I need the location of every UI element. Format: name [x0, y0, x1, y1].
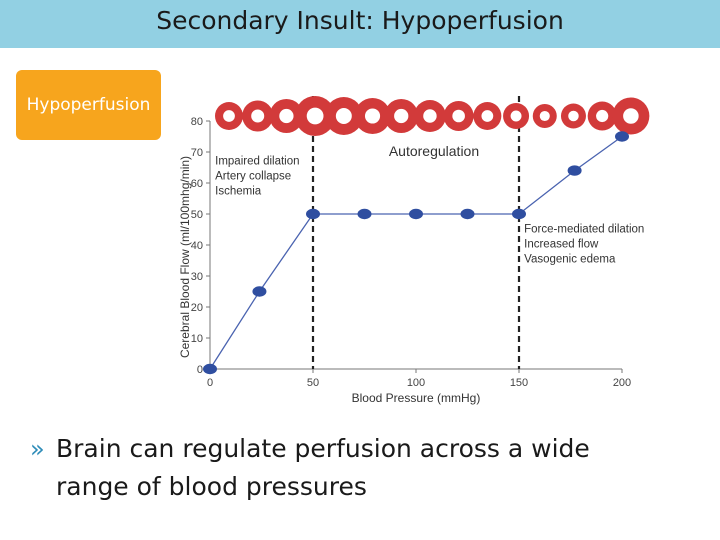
annotation-left: Ischemia — [215, 185, 262, 197]
y-tick-label: 50 — [191, 209, 203, 221]
annotation-autoregulation: Autoregulation — [389, 143, 479, 159]
data-point — [357, 208, 372, 220]
annotation-right: Vasogenic edema — [524, 254, 616, 266]
bullet-point: » Brain can regulate perfusion across a … — [30, 430, 670, 506]
annotation-right: Force-mediated dilation — [524, 224, 644, 236]
vessel-lumen — [568, 110, 579, 122]
vessel-lumen — [596, 109, 609, 123]
data-point — [252, 286, 267, 297]
data-point — [306, 208, 320, 220]
data-point — [409, 208, 423, 220]
annotation-right: Increased flow — [524, 239, 599, 251]
slide-title: Secondary Insult: Hypoperfusion — [156, 6, 564, 35]
vessel-lumen — [306, 107, 324, 125]
y-tick-label: 80 — [191, 116, 203, 128]
y-tick-label: 40 — [191, 240, 203, 252]
vessel-lumen — [279, 108, 294, 124]
data-point — [203, 363, 217, 375]
x-tick-label: 200 — [613, 377, 631, 389]
title-bar: Secondary Insult: Hypoperfusion — [0, 0, 720, 48]
y-tick-label: 20 — [191, 302, 203, 314]
vessel-lumen — [539, 110, 550, 122]
x-axis-label: Blood Pressure (mmHg) — [352, 391, 481, 405]
x-tick-label: 50 — [307, 377, 319, 389]
y-tick-label: 10 — [191, 333, 203, 345]
vessel-lumen — [251, 109, 265, 123]
x-tick-label: 150 — [510, 377, 528, 389]
bullet-text: Brain can regulate perfusion across a wi… — [56, 434, 590, 501]
vessel-lumen — [452, 109, 465, 123]
y-tick-label: 0 — [197, 364, 203, 376]
data-point — [615, 131, 629, 142]
section-badge: Hypoperfusion — [16, 70, 161, 140]
data-point — [567, 165, 582, 176]
x-tick-label: 100 — [407, 377, 425, 389]
vessel-lumen — [223, 110, 235, 122]
y-tick-label: 70 — [191, 147, 203, 159]
annotation-left: Artery collapse — [215, 170, 291, 182]
vessel-lumen — [394, 108, 409, 124]
vessel-lumen — [510, 110, 522, 122]
annotation-left: Impaired dilation — [215, 155, 299, 167]
data-point — [460, 208, 475, 220]
vessel-lumen — [423, 109, 437, 123]
vessel-lumen — [364, 108, 381, 124]
bullet-marker: » — [30, 435, 45, 463]
autoregulation-chart: 0 10 20 30 40 50 60 70 80 0 50 100 150 200 Blood Press… — [178, 96, 650, 405]
vessel-lumen — [335, 108, 352, 124]
y-tick-label: 60 — [191, 178, 203, 190]
y-tick-label: 30 — [191, 271, 203, 283]
vessel-lumen — [623, 108, 639, 124]
data-point — [512, 208, 526, 220]
vessel-lumen — [481, 110, 494, 122]
x-tick-label: 0 — [207, 377, 213, 389]
y-axis-label: Cerebral Blood Flow (ml/100mhg/min) — [178, 156, 192, 358]
